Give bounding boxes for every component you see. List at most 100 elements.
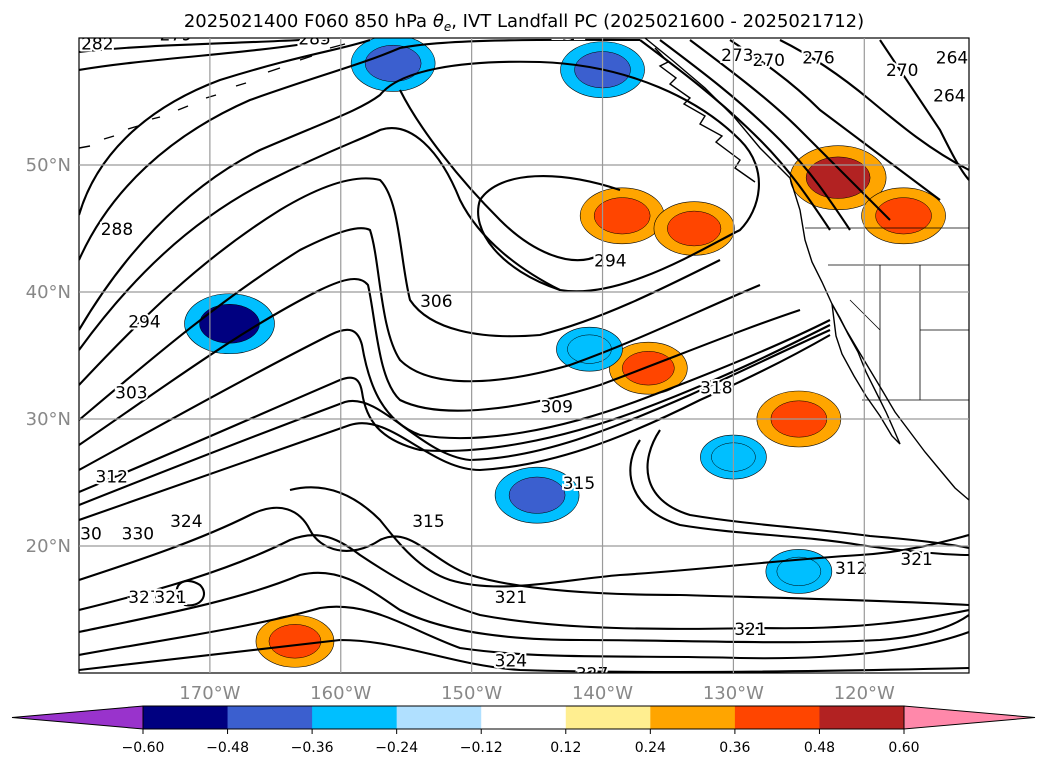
aleutian-islands <box>79 43 346 149</box>
contour-loop-small <box>175 579 206 607</box>
contour-label-1: 279 <box>160 26 192 46</box>
contour-318 <box>79 334 831 521</box>
contour-label-23: 327 <box>128 588 160 608</box>
contour-label-6: 276 <box>802 48 834 68</box>
contour-330 <box>79 605 969 660</box>
colorbar-segment-7 <box>734 706 820 729</box>
y-tick-label-2: 40°N <box>26 282 71 303</box>
shading-blob-5 <box>875 197 932 235</box>
contour-label-22: 315 <box>412 512 444 532</box>
contour-label-0: 282 <box>81 34 113 54</box>
contour-312 <box>79 324 831 493</box>
contour-label-17: 312 <box>95 468 127 488</box>
contour-321 <box>79 506 969 607</box>
shading-blob-13 <box>776 556 822 586</box>
contour-285 <box>79 38 331 72</box>
contour-north-dense-1 <box>639 39 831 231</box>
colorbar-label-3: −0.24 <box>375 740 418 756</box>
shading-blob-8 <box>508 476 566 514</box>
contour-loop-east-2 <box>646 429 969 550</box>
contour-label-7: 270 <box>886 61 918 81</box>
y-tick-labels: 20°N 30°N 40°N 50°N <box>26 155 71 557</box>
colorbar-segment-4 <box>481 706 567 729</box>
contour-327 <box>79 571 969 644</box>
contour-282 <box>79 38 301 54</box>
colorbar-label-5: 0.12 <box>550 740 581 756</box>
contour-north-dense-3 <box>689 39 891 221</box>
contour-label-11: 288 <box>101 220 133 240</box>
contour-label-15: 309 <box>540 398 572 418</box>
chart-title: 2025021400 F060 850 hPa θe, IVT Landfall… <box>184 11 864 34</box>
shading-blob-2 <box>593 197 651 235</box>
contour-label-31: 333 <box>109 671 141 691</box>
colorbar-frame <box>142 705 905 730</box>
colorbar-segment-8 <box>819 706 905 729</box>
shading-blob-7 <box>622 351 675 386</box>
contour-label-27: 321 <box>734 620 766 640</box>
contour-label-18: 315 <box>563 474 595 494</box>
contour-north-dense-4 <box>729 39 941 201</box>
shading-blob-9 <box>268 624 322 659</box>
contour-label-21: 324 <box>170 512 202 532</box>
x-tick-label-3: 140°W <box>572 683 633 704</box>
contour-loop-east <box>629 439 969 557</box>
contour-288 <box>79 39 371 216</box>
colorbar-label-7: 0.36 <box>719 740 750 756</box>
contour-loop-hawaii <box>289 486 969 588</box>
contour-label-36: 327 <box>933 671 965 691</box>
y-tick-label-3: 50°N <box>26 155 71 176</box>
contour-label-29: 327 <box>576 664 608 684</box>
contour-324 <box>79 534 969 630</box>
shading-blob-11 <box>567 334 612 364</box>
graticule <box>79 38 969 673</box>
contour-label-12: 294 <box>128 313 160 333</box>
contour-label-28: 324 <box>495 652 527 672</box>
contour-north-dense-2 <box>659 39 851 231</box>
contour-label-4: 273 <box>721 46 753 66</box>
contour-294b <box>399 89 601 262</box>
colorbar-label-8: 0.48 <box>804 740 835 756</box>
shading-blob-0 <box>199 304 260 344</box>
colorbar: −0.60 −0.48 −0.36 −0.24 −0.12 0.12 0.24 0.36 0.4… <box>11 705 1036 756</box>
alaska-panhandle-islands <box>654 47 756 183</box>
y-tick-label-1: 30°N <box>26 409 71 430</box>
contour-label-16: 318 <box>700 379 732 399</box>
contour-label-26: 312 <box>835 559 867 579</box>
colorbar-segment-2 <box>312 706 398 729</box>
shading-blob-4 <box>805 156 871 199</box>
contour-291 <box>79 38 641 261</box>
contour-label-30: 330 <box>645 673 677 693</box>
svg-text:2025021400 F060 850 hPa θe, IV: 2025021400 F060 850 hPa θe, IVT Landfall… <box>184 11 864 34</box>
x-tick-label-1: 160°W <box>310 683 371 704</box>
shading-blob-10 <box>364 44 422 82</box>
state-borders <box>828 264 969 400</box>
contour-label-10: 294 <box>594 252 626 272</box>
colorbar-label-9: 0.60 <box>888 740 919 756</box>
contour-north-dense-6 <box>879 39 969 181</box>
shading-blob-3 <box>667 210 722 247</box>
contour-label-13: 306 <box>420 292 452 312</box>
contour-label-20: 330 <box>122 525 154 545</box>
colorbar-label-6: 0.24 <box>635 740 666 756</box>
colorbar-segment-3 <box>396 706 482 729</box>
colorbar-label-4: −0.12 <box>460 740 503 756</box>
colorbar-segment-0 <box>143 706 229 729</box>
contour-315 <box>79 329 831 506</box>
y-tick-label-0: 20°N <box>26 536 71 557</box>
colorbar-label-1: −0.48 <box>206 740 249 756</box>
contour-label-35: 324 <box>920 677 952 697</box>
colorbar-extend-high <box>903 705 1036 730</box>
colorbar-label-0: −0.60 <box>122 740 165 756</box>
colorbar-label-2: −0.36 <box>291 740 334 756</box>
contour-label-2: 285 <box>298 29 330 49</box>
x-tick-label-0: 170°W <box>179 683 240 704</box>
theta-e-contours <box>79 38 969 673</box>
contour-306 <box>79 277 801 446</box>
contour-label-5: 270 <box>753 51 785 71</box>
colorbar-segment-1 <box>227 706 313 729</box>
x-tick-label-5: 120°W <box>834 683 895 704</box>
contour-label-34: 321 <box>900 550 932 570</box>
contour-label-14: 303 <box>115 384 147 404</box>
